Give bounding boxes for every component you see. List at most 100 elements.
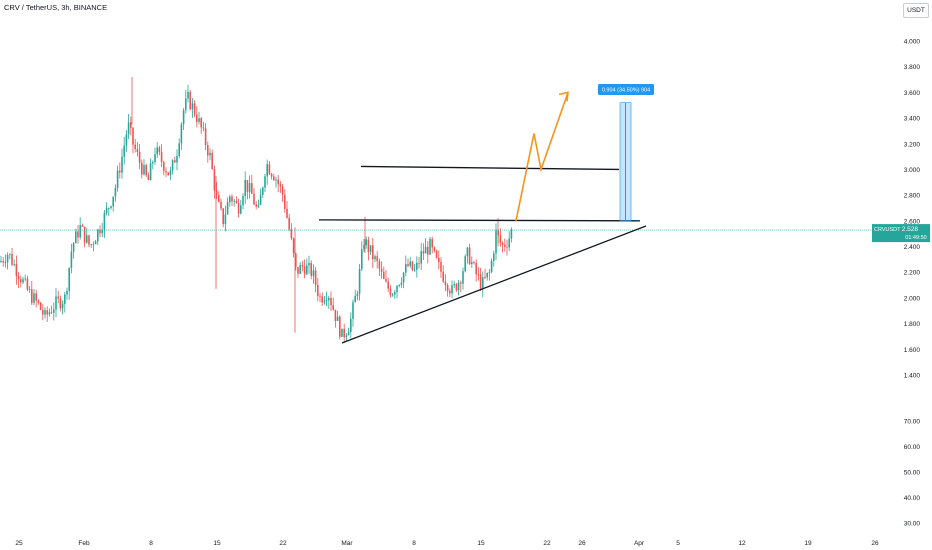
candle-body bbox=[110, 206, 112, 208]
volume-tick-label: 70.00 bbox=[904, 419, 921, 426]
candle-body bbox=[268, 164, 271, 175]
candle-body bbox=[484, 277, 486, 278]
candle-body bbox=[297, 266, 299, 274]
candle-body bbox=[453, 283, 455, 286]
candle-body bbox=[400, 282, 403, 285]
candle-body bbox=[66, 290, 68, 295]
candle-body bbox=[286, 208, 288, 218]
candle-body bbox=[237, 202, 240, 214]
candle-body bbox=[167, 172, 169, 176]
candle-body bbox=[308, 262, 310, 266]
candle-body bbox=[198, 118, 200, 122]
candle-body bbox=[207, 145, 209, 156]
candle-body bbox=[433, 247, 436, 251]
time-tick-label: Mar bbox=[341, 540, 353, 547]
candle-body bbox=[372, 245, 374, 260]
candle-body bbox=[171, 160, 174, 171]
price-tick-label: 2.200 bbox=[904, 270, 921, 277]
volume-tick-label: 40.00 bbox=[904, 495, 921, 502]
candle-body bbox=[356, 293, 359, 297]
candle-body bbox=[374, 256, 376, 260]
candle-body bbox=[416, 262, 418, 270]
candle-body bbox=[486, 272, 488, 278]
time-axis: 25 Feb 8 15 22 Mar 8 15 22 26 Apr 5 12 19 26 bbox=[15, 540, 879, 547]
candle-body bbox=[380, 268, 383, 272]
candle-body bbox=[35, 293, 37, 301]
candle-body bbox=[438, 257, 440, 262]
candle-body bbox=[409, 261, 411, 266]
candle-body bbox=[143, 165, 145, 175]
drawings[interactable]: 0.904 (34.50%) 904 bbox=[0, 84, 893, 344]
candle-body bbox=[187, 91, 189, 99]
candle-body bbox=[141, 162, 143, 175]
last-price-tag-bg bbox=[872, 224, 930, 243]
candle-body bbox=[398, 284, 400, 286]
candle-body bbox=[479, 274, 482, 289]
candle-body bbox=[17, 276, 20, 280]
candle-body bbox=[449, 291, 451, 294]
candle-body bbox=[121, 156, 123, 173]
candle-body bbox=[301, 264, 304, 267]
candle-body bbox=[462, 271, 464, 284]
candle-body bbox=[86, 235, 88, 243]
candle-body bbox=[226, 202, 229, 215]
candle-body bbox=[488, 271, 491, 273]
candle-body bbox=[26, 278, 29, 290]
candle-body bbox=[160, 152, 163, 163]
candle-body bbox=[330, 297, 332, 306]
candle-body bbox=[101, 229, 103, 234]
symbol-tag: CRVUSDT bbox=[874, 227, 901, 233]
candle-body bbox=[204, 128, 207, 146]
candle-body bbox=[90, 244, 92, 246]
candle-body bbox=[88, 235, 90, 245]
candle-body bbox=[114, 187, 117, 197]
volume-tick-label: 50.00 bbox=[904, 470, 921, 477]
candle-body bbox=[224, 214, 227, 225]
candle-body bbox=[422, 251, 425, 254]
candle-body bbox=[471, 262, 473, 265]
time-tick-label: 26 bbox=[871, 540, 879, 547]
candle-body bbox=[389, 288, 392, 296]
candle-body bbox=[211, 152, 213, 170]
candle-body bbox=[279, 184, 282, 187]
time-tick-label: Feb bbox=[78, 540, 90, 547]
candle-body bbox=[53, 309, 55, 313]
candle-body bbox=[156, 147, 158, 155]
candle-body bbox=[97, 229, 99, 242]
candle-body bbox=[163, 162, 165, 171]
candle-body bbox=[365, 239, 367, 246]
candle-body bbox=[295, 253, 297, 267]
candle-body bbox=[339, 316, 341, 337]
price-tick-label: 2.800 bbox=[904, 193, 921, 200]
price-axis: 4.000 3.800 3.600 3.400 3.200 3.000 2.800 2.600… bbox=[904, 39, 921, 380]
candles bbox=[0, 76, 513, 343]
candle-body bbox=[332, 305, 334, 310]
volume-tick-label: 60.00 bbox=[904, 444, 921, 451]
candle-body bbox=[299, 264, 301, 274]
candle-body bbox=[119, 170, 121, 173]
time-tick-label: 22 bbox=[279, 540, 287, 547]
candle-body bbox=[402, 272, 405, 283]
candle-body bbox=[444, 281, 447, 286]
candle-body bbox=[193, 103, 196, 115]
candle-body bbox=[361, 249, 363, 270]
candle-body bbox=[244, 180, 246, 196]
candle-body bbox=[460, 282, 462, 284]
candle-body bbox=[504, 244, 506, 247]
candle-body bbox=[39, 302, 42, 310]
ascending-trendline bbox=[341, 225, 647, 344]
candle-body bbox=[435, 250, 438, 258]
candle-body bbox=[387, 281, 389, 289]
candle-body bbox=[24, 278, 26, 280]
price-tick-label: 2.400 bbox=[904, 244, 921, 251]
candle-body bbox=[262, 187, 264, 195]
candle-body bbox=[499, 235, 502, 244]
currency-button[interactable]: USDT bbox=[903, 3, 929, 18]
candle-body bbox=[182, 110, 185, 125]
candle-body bbox=[477, 274, 480, 276]
candle-body bbox=[420, 251, 422, 264]
candle-body bbox=[138, 152, 141, 163]
candle-body bbox=[28, 289, 31, 291]
candle-body bbox=[405, 264, 407, 273]
